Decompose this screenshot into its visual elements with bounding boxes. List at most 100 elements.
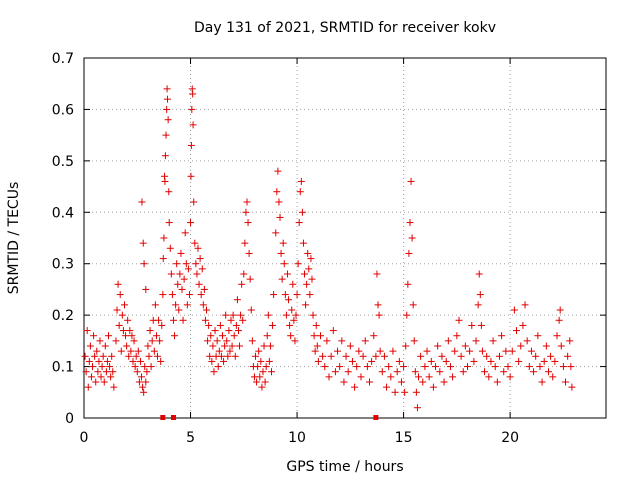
data-point (476, 291, 484, 299)
data-point (136, 357, 144, 365)
data-point (95, 357, 103, 365)
data-point (125, 352, 133, 360)
data-point (102, 368, 110, 376)
data-point (336, 363, 344, 371)
y-tick-label: 0.4 (52, 205, 74, 221)
data-point (327, 352, 335, 360)
x-tick-label: 5 (186, 430, 195, 446)
data-point (116, 291, 124, 299)
data-point (92, 378, 100, 386)
data-point (93, 347, 101, 355)
data-point (402, 342, 410, 350)
data-point (122, 332, 130, 340)
data-point (89, 363, 97, 371)
data-point (155, 316, 163, 324)
data-point (544, 368, 552, 376)
data-point (353, 363, 361, 371)
data-point (468, 321, 476, 329)
data-point (105, 332, 113, 340)
data-point (287, 332, 295, 340)
data-point (194, 244, 202, 252)
data-point (165, 219, 173, 227)
data-point (385, 363, 393, 371)
data-point (555, 316, 563, 324)
data-point (163, 105, 171, 113)
data-point (157, 357, 165, 365)
data-point (240, 270, 248, 278)
data-point (313, 342, 321, 350)
data-point (141, 363, 149, 371)
data-point (234, 327, 242, 335)
data-point (376, 347, 384, 355)
data-point (215, 347, 223, 355)
data-point (266, 342, 274, 350)
data-point (263, 332, 271, 340)
data-point (474, 301, 482, 309)
data-point (281, 291, 289, 299)
data-point (139, 239, 147, 247)
data-point (391, 388, 399, 396)
data-point (123, 342, 131, 350)
data-point (161, 152, 169, 160)
data-point (184, 265, 192, 273)
data-point (508, 347, 516, 355)
data-point (536, 363, 544, 371)
data-point (525, 363, 533, 371)
data-point (203, 306, 211, 314)
y-tick-label: 0 (65, 411, 74, 427)
data-point (429, 383, 437, 391)
data-point (401, 388, 409, 396)
data-point (208, 357, 216, 365)
data-point (323, 337, 331, 345)
data-point (557, 342, 565, 350)
data-point (256, 373, 264, 381)
data-point (487, 357, 495, 365)
data-point (423, 347, 431, 355)
data-point (400, 363, 408, 371)
data-point (221, 342, 229, 350)
data-point (510, 306, 518, 314)
data-point (187, 172, 195, 180)
data-point (160, 234, 168, 242)
data-point (228, 342, 236, 350)
data-point (124, 316, 132, 324)
data-point (412, 388, 420, 396)
data-point (262, 363, 270, 371)
data-point (177, 249, 185, 257)
data-point (301, 270, 309, 278)
data-point (247, 306, 255, 314)
data-point (140, 388, 148, 396)
plot-frame (83, 57, 607, 419)
data-point (519, 321, 527, 329)
tick-labels: 0 0.1 0.2 0.3 0.4 0.5 0.6 0.7 0 5 10 15 20 (52, 51, 519, 446)
data-point (521, 301, 529, 309)
data-point (303, 280, 311, 288)
grid-lines (84, 58, 606, 418)
data-point (329, 327, 337, 335)
data-point (210, 368, 218, 376)
data-point (216, 321, 224, 329)
data-point (83, 327, 91, 335)
data-point (485, 373, 493, 381)
data-point (152, 332, 160, 340)
data-point (312, 321, 320, 329)
data-point (549, 373, 557, 381)
data-point (434, 342, 442, 350)
data-point (168, 291, 176, 299)
data-point (475, 270, 483, 278)
data-point (409, 301, 417, 309)
data-point (274, 167, 282, 175)
zero-point (170, 415, 176, 420)
data-point (410, 337, 418, 345)
data-point (444, 337, 452, 345)
data-point (171, 332, 179, 340)
data-point (187, 141, 195, 149)
data-point (178, 285, 186, 293)
data-point (568, 383, 576, 391)
data-point (419, 378, 427, 386)
data-point (411, 368, 419, 376)
data-point (217, 352, 225, 360)
data-point (551, 357, 559, 365)
data-point (233, 296, 241, 304)
data-point (289, 280, 297, 288)
